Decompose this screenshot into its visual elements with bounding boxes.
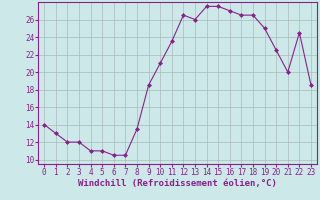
X-axis label: Windchill (Refroidissement éolien,°C): Windchill (Refroidissement éolien,°C) <box>78 179 277 188</box>
